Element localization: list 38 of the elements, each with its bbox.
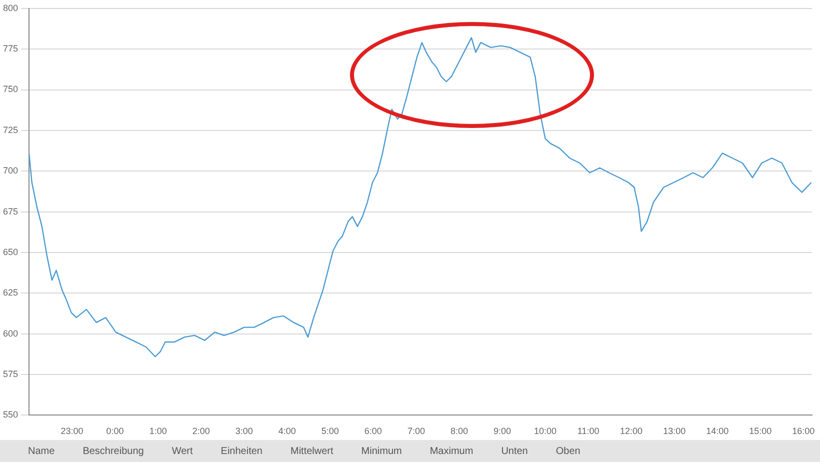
x-tick-label: 12:00 — [620, 426, 643, 436]
text: Minimum — [361, 446, 402, 456]
x-tick-label: 11:00 — [577, 426, 600, 436]
y-tick-label: 650 — [2, 246, 18, 257]
y-tick-label: 550 — [2, 410, 18, 420]
y-tick-label: 750 — [2, 84, 18, 94]
text: Einheiten — [220, 446, 262, 456]
x-tick-label: 3:00 — [235, 426, 253, 436]
x-tick-label: 14:00 — [706, 426, 729, 436]
x-tick-label: 15:00 — [749, 426, 772, 436]
y-tick-label: 675 — [2, 206, 18, 216]
text: Name — [28, 446, 55, 456]
y-tick-label: 700 — [2, 166, 18, 176]
y-tick-label: 600 — [2, 328, 18, 338]
x-tick-label: 5:00 — [321, 426, 339, 436]
text: Unten — [501, 446, 528, 456]
x-tick-label: 1:00 — [149, 426, 167, 436]
x-tick-label: 10:00 — [534, 426, 557, 436]
x-tick-label: 23:00 — [60, 426, 84, 436]
x-tick-label: 0:00 — [106, 426, 124, 436]
y-tick-label: 725 — [2, 124, 18, 135]
text: Maximum — [430, 446, 474, 456]
x-tick-label: 4:00 — [278, 426, 296, 436]
x-tick-label: 9:00 — [493, 426, 512, 436]
y-tick-label: 625 — [2, 288, 18, 298]
x-tick-label: 13:00 — [663, 426, 686, 436]
y-tick-label: 800 — [2, 2, 18, 13]
y-tick-label: 575 — [2, 369, 18, 380]
x-tick-label: 16:00 — [792, 426, 815, 436]
text: Oben — [556, 446, 580, 456]
text: Mittelwert — [290, 446, 334, 456]
x-tick-label: 7:00 — [407, 426, 425, 436]
x-tick-label: 6:00 — [364, 426, 382, 436]
x-tick-label: 2:00 — [192, 426, 210, 436]
y-tick-label: 775 — [2, 44, 18, 54]
x-tick-label: 8:00 — [450, 426, 468, 436]
text: Beschreibung — [82, 446, 144, 456]
text: Wert — [172, 446, 193, 456]
